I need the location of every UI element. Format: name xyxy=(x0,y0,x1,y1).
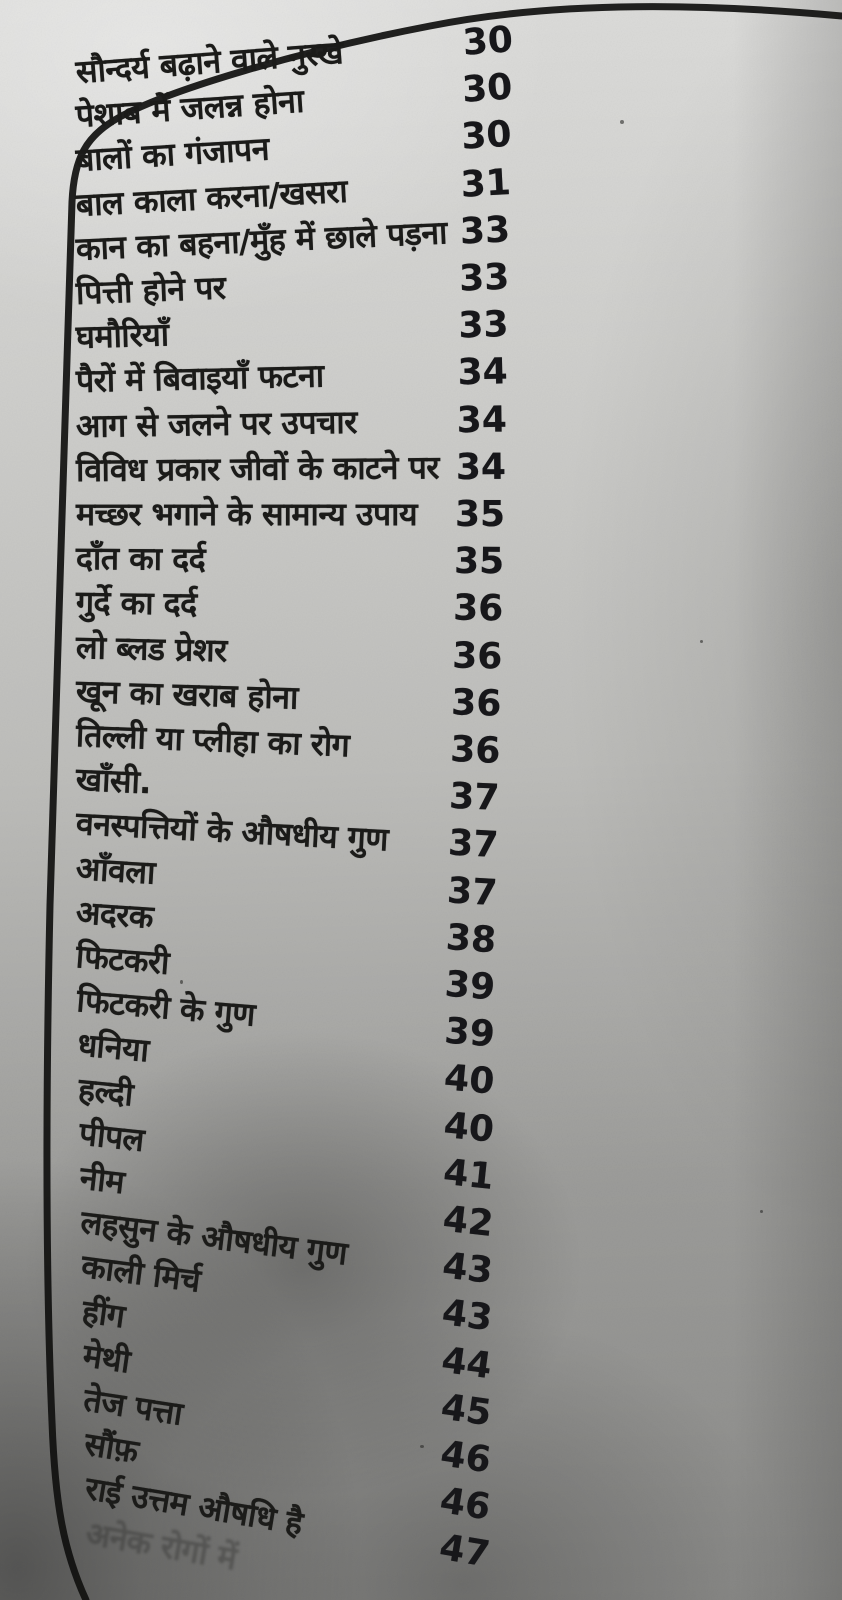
toc-page-number: 36 xyxy=(451,635,503,678)
toc-page-number: 30 xyxy=(461,19,515,64)
toc-item-label: घमौरियाँ xyxy=(75,315,170,357)
toc-page-number: 30 xyxy=(460,66,514,112)
toc-page-number: 36 xyxy=(449,729,502,772)
toc-item-label: धनिया xyxy=(75,1025,151,1070)
toc-page-number: 42 xyxy=(440,1198,496,1246)
toc-page-number: 34 xyxy=(456,399,508,441)
dust-speck xyxy=(760,1210,763,1213)
toc-row: पैरों में बिवाइयाँ फटना 34 xyxy=(75,349,536,405)
toc-item-label: विविध प्रकार जीवों के काटने पर xyxy=(75,448,440,489)
dust-speck xyxy=(620,120,624,124)
toc-page-number: 43 xyxy=(439,1292,495,1340)
toc-page-number: 36 xyxy=(450,682,502,725)
toc-page-number: 35 xyxy=(453,541,505,583)
toc-page-number: 33 xyxy=(459,209,511,253)
toc-page-number: 31 xyxy=(459,161,512,206)
toc-page-number: 30 xyxy=(460,114,513,159)
toc-item-label: खून का खराब होना xyxy=(75,671,299,717)
toc-item-label: लो ब्लड प्रेशर xyxy=(75,627,228,669)
toc-item-label: फिटकरी xyxy=(74,937,171,982)
toc-row: गुर्दे का दर्द 36 xyxy=(76,580,537,633)
toc-item-label: मेथी xyxy=(80,1336,133,1381)
toc-page-number: 34 xyxy=(455,446,507,488)
toc-item-label: पैरों में बिवाइयाँ फटना xyxy=(75,356,325,401)
toc-item-label: हल्दी xyxy=(76,1069,135,1114)
toc-page-number: 33 xyxy=(457,304,510,347)
toc-item-label: पित्ती होने पर xyxy=(75,268,227,312)
dust-speck xyxy=(700,640,703,643)
toc-page-number: 45 xyxy=(438,1386,494,1435)
toc-item-label: आँवला xyxy=(74,848,157,892)
table-of-contents: सौन्दर्य बढ़ाने वाले नुस्खे 30 पेशाब में ज… xyxy=(74,0,606,1600)
toc-item-label: नीम xyxy=(77,1158,127,1202)
toc-page-number: 41 xyxy=(441,1151,496,1198)
toc-page-number: 37 xyxy=(448,776,501,820)
toc-item-label: हींग xyxy=(79,1291,127,1335)
dust-speck xyxy=(420,1445,424,1448)
toc-page-number: 46 xyxy=(437,1480,494,1529)
toc-page-number: 40 xyxy=(442,1057,497,1104)
toc-item-label: खाँसी. xyxy=(75,760,152,802)
toc-item-label: मच्छर भगाने के सामान्य उपाय xyxy=(76,495,418,533)
toc-item-label: सौंफ़ xyxy=(81,1424,141,1471)
toc-page-number: 34 xyxy=(457,351,509,394)
toc-row: दाँत का दर्द 35 xyxy=(76,536,536,585)
toc-page-number: 40 xyxy=(441,1104,496,1151)
toc-page-number: 37 xyxy=(445,869,499,914)
toc-item-label: पीपल xyxy=(77,1114,146,1159)
toc-page-number: 38 xyxy=(444,916,498,962)
toc-item-label: आग से जलने पर उपचार xyxy=(75,402,358,445)
toc-page-number: 39 xyxy=(443,963,497,1009)
toc-row: आग से जलने पर उपचार 34 xyxy=(76,397,537,450)
dust-speck xyxy=(180,980,183,984)
toc-page-number: 46 xyxy=(437,1433,494,1482)
toc-page-number: 47 xyxy=(436,1527,493,1576)
toc-page-number: 36 xyxy=(452,588,504,630)
toc-page-number: 35 xyxy=(455,494,506,535)
toc-page-number: 37 xyxy=(447,822,500,867)
toc-page-number: 44 xyxy=(439,1339,495,1387)
toc-page-number: 33 xyxy=(458,256,511,300)
toc-item-label: अदरक xyxy=(74,892,155,936)
toc-row: मच्छर भगाने के सामान्य उपाय 35 xyxy=(76,492,536,538)
toc-item-label: दाँत का दर्द xyxy=(75,539,206,579)
toc-item-label: गुर्दे का दर्द xyxy=(75,583,197,624)
toc-row: विविध प्रकार जीवों के काटने पर 34 xyxy=(76,444,536,493)
toc-page-number: 43 xyxy=(440,1245,496,1293)
toc-page-number: 39 xyxy=(442,1010,497,1056)
